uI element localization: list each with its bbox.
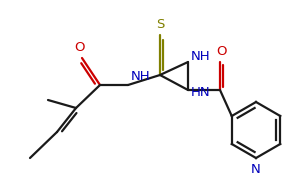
Text: NH: NH xyxy=(131,70,151,84)
Text: N: N xyxy=(251,163,261,176)
Text: NH: NH xyxy=(191,50,211,64)
Text: HN: HN xyxy=(191,85,211,98)
Text: S: S xyxy=(156,18,164,31)
Text: O: O xyxy=(75,41,85,54)
Text: O: O xyxy=(217,45,227,58)
